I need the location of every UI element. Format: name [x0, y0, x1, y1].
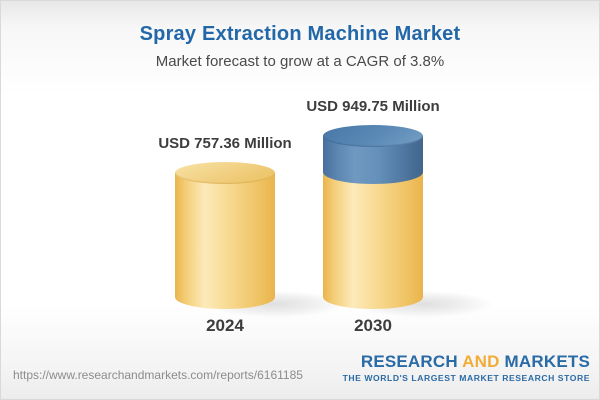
logo-word-and: AND: [462, 352, 500, 371]
year-label-2030: 2030: [354, 316, 392, 335]
year-label-2024: 2024: [206, 316, 244, 335]
logo-wordmark: RESEARCH AND MARKETS: [343, 352, 590, 372]
logo-tagline: THE WORLD'S LARGEST MARKET RESEARCH STOR…: [342, 373, 590, 383]
report-url: https://www.researchandmarkets.com/repor…: [13, 368, 303, 382]
logo-word-research: RESEARCH: [360, 352, 458, 371]
cylinder-top-2030: [323, 125, 423, 147]
chart-area: USD 757.36 Million 2024 USD 949.75 Milli…: [1, 1, 600, 346]
value-label-2030: USD 949.75 Million: [306, 98, 440, 115]
cylinder-2024: USD 757.36 Million 2024: [158, 1, 348, 346]
value-label-2024: USD 757.36 Million: [158, 135, 292, 153]
cylinder-top-2024: [175, 162, 275, 185]
cylinder-2030: USD 949.75 Million 2030: [306, 1, 496, 346]
cylinder-body-2024: [175, 173, 275, 309]
logo-word-markets: MARKETS: [504, 352, 590, 371]
chart-subtitle: Market forecast to grow at a CAGR of 3.8…: [155, 53, 445, 70]
chart-title: Spray Extraction Machine Market: [139, 23, 461, 45]
footer: https://www.researchandmarkets.com/repor…: [1, 347, 600, 399]
research-and-markets-logo: RESEARCH AND MARKETS THE WORLD'S LARGEST…: [343, 352, 590, 383]
